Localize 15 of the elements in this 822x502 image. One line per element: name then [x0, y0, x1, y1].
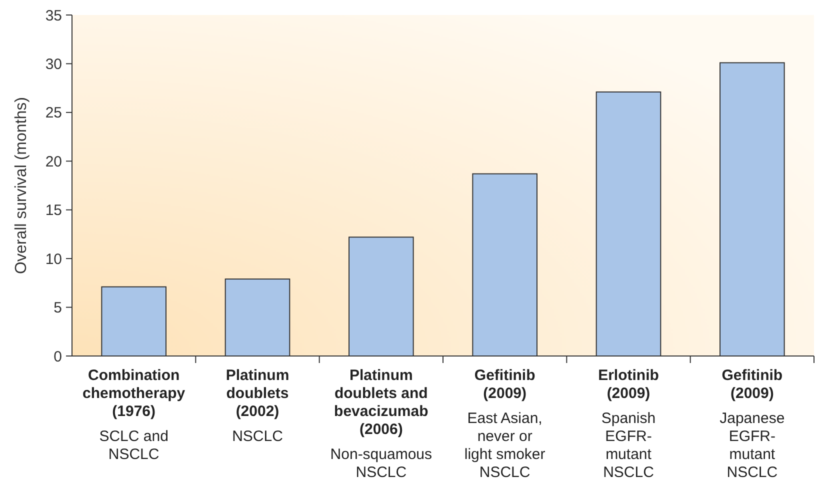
- y-tick-label: 25: [45, 104, 62, 122]
- x-tick-label: Erlotinib (2009) Spanish EGFR- mutant NSCLC: [598, 367, 659, 481]
- x-tick-label: Platinum doublets (2002) NSCLC: [226, 367, 290, 445]
- y-axis-title: Overall survival (months): [13, 97, 30, 274]
- y-tick-label: 30: [45, 56, 62, 73]
- x-tick-label: Platinum doublets and bevacizumab (2006) Non-squamous NSCLC: [330, 367, 432, 481]
- y-tick-label: 0: [54, 348, 62, 366]
- y-tick-label: 5: [54, 300, 62, 317]
- y-tick-label: 10: [45, 250, 62, 268]
- y-tick-label: 35: [45, 7, 62, 24]
- x-tick-label: Gefitinib (2009) Japanese EGFR- mutant NSCLC: [720, 367, 785, 481]
- x-tick-label: Gefitinib (2009) East Asian, never or light smoker NSCLC: [464, 367, 546, 481]
- x-tick-label: Combination chemotherapy (1976) SCLC and NSCLC: [82, 367, 186, 463]
- y-tick-label: 20: [45, 153, 62, 170]
- y-tick-label: 15: [45, 202, 62, 220]
